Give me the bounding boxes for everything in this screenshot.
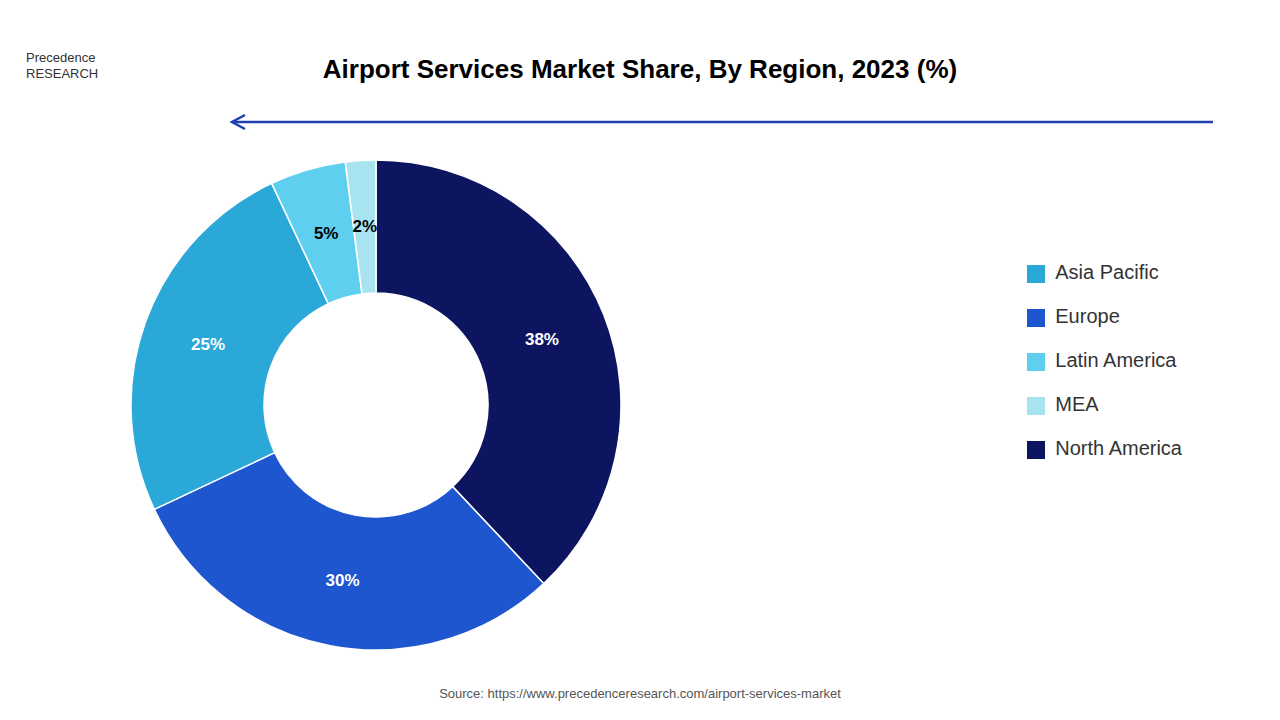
html-text:RESEARCH: RESEARCH — [26, 66, 99, 81]
html-text:North America: North America — [1055, 437, 1182, 459]
svg-text:25%: 25% — [191, 335, 225, 354]
svg-text:30%: 30% — [326, 571, 360, 590]
html-text:Asia Pacific: Asia Pacific — [1055, 261, 1159, 283]
html-text:Airport Services Market Share,: Airport Services Market Share, By Region… — [322, 54, 958, 84]
html-text:Precedence: Precedence — [26, 50, 96, 65]
html-text:Latin America: Latin America — [1055, 349, 1177, 371]
svg-text:38%: 38% — [525, 330, 559, 349]
svg-text:2%: 2% — [353, 217, 378, 236]
svg-text:5%: 5% — [314, 224, 339, 243]
html-text:Source: https://www.precedence: Source: https://www.precedenceresearch.c… — [439, 686, 841, 701]
html-text:MEA: MEA — [1055, 393, 1099, 415]
html-text:Europe: Europe — [1055, 305, 1120, 327]
